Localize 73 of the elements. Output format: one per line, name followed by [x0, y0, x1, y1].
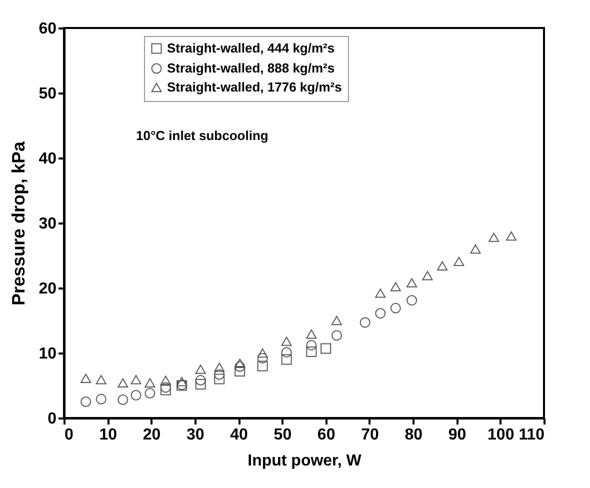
- annotation: 10°C inlet subcooling: [136, 128, 268, 143]
- point: [406, 278, 418, 288]
- point: [306, 340, 317, 350]
- point: [144, 378, 156, 388]
- point: [80, 374, 92, 383]
- point: [257, 348, 268, 358]
- point: [390, 282, 401, 292]
- point: [506, 231, 517, 241]
- point: [214, 362, 225, 372]
- point: [488, 232, 500, 242]
- point: [160, 384, 171, 396]
- y-tick-label: 0: [48, 410, 57, 428]
- point: [454, 256, 464, 266]
- point: [176, 376, 188, 386]
- x-tick-label: 10: [99, 426, 118, 444]
- point: [160, 376, 171, 385]
- point: [437, 261, 448, 271]
- y-tick-label: 50: [38, 86, 57, 102]
- point: [234, 366, 246, 376]
- point: [306, 346, 317, 357]
- point: [195, 375, 206, 386]
- y-tick-label: 40: [38, 150, 57, 168]
- point: [331, 330, 342, 341]
- point: [118, 394, 128, 406]
- x-tick-label: 40: [230, 426, 248, 444]
- point: [390, 302, 401, 314]
- x-tick-label: 50: [274, 426, 292, 444]
- x-tick-label: 60: [317, 426, 336, 444]
- legend-label: Straight-walled, 1776 kg/m²s: [167, 80, 342, 94]
- y-tick-label: 20: [38, 280, 57, 298]
- point: [306, 330, 317, 339]
- point: [375, 308, 386, 319]
- point: [214, 369, 225, 380]
- x-tick-label: 90: [448, 426, 466, 444]
- point: [360, 317, 370, 328]
- point: [80, 396, 92, 407]
- legend-label: Straight-walled, 444 kg/m²s: [167, 40, 335, 56]
- y-tick-label: 10: [38, 346, 57, 362]
- point: [130, 375, 142, 384]
- point: [96, 375, 106, 384]
- x-tick-label: 80: [404, 426, 423, 444]
- point: [375, 288, 386, 298]
- y-axis-title: Pressure drop, kPa: [8, 140, 29, 306]
- x-tick-label: 100: [488, 426, 514, 444]
- point: [195, 364, 206, 374]
- point: [96, 394, 106, 404]
- x-tick-label: 70: [361, 426, 379, 444]
- point: [281, 336, 292, 346]
- x-tick-label: 110: [518, 426, 545, 444]
- point: [144, 388, 156, 399]
- point: [195, 378, 206, 390]
- x-axis-title: Input power, W: [248, 452, 362, 470]
- point: [281, 354, 292, 365]
- x-tick-label: 0: [64, 426, 74, 444]
- point: [130, 390, 142, 400]
- point: [234, 358, 246, 368]
- point: [257, 352, 268, 364]
- point: [406, 295, 418, 306]
- y-tick-label: 30: [38, 216, 57, 232]
- point: [118, 378, 128, 388]
- point: [331, 316, 342, 326]
- y-tick-label: 60: [38, 20, 57, 38]
- point: [257, 360, 268, 372]
- point: [470, 244, 481, 254]
- point: [422, 271, 433, 280]
- point: [281, 347, 292, 358]
- x-tick-label: 30: [186, 426, 204, 444]
- point: [234, 361, 246, 372]
- point: [214, 374, 225, 384]
- point: [160, 382, 171, 393]
- point: [320, 343, 332, 354]
- x-tick-label: 20: [142, 426, 161, 444]
- legend-label: Straight-walled, 888 kg/m²s: [167, 60, 335, 76]
